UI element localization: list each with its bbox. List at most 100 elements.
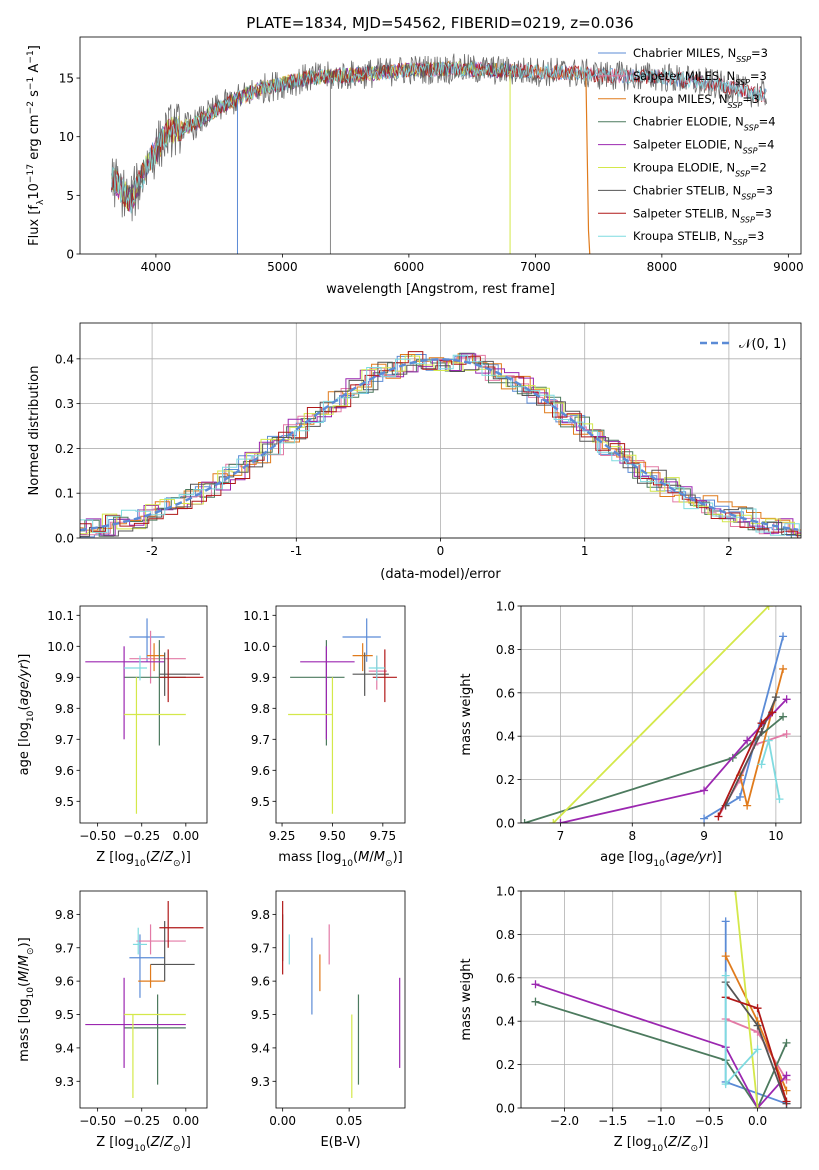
y-tick-label: 0.2 — [496, 1058, 515, 1072]
panel-mass-vs-Z: −0.50 −0.25 0.00 9.3 9.4 9.5 9.6 9.7 9.8 Z [log10… — [17, 890, 208, 1154]
y-tick-label: 0.6 — [496, 686, 515, 700]
weight-marker — [700, 786, 709, 795]
weight-marker — [721, 917, 730, 926]
weight-marker — [764, 736, 773, 745]
x-tick-label: -2 — [146, 544, 158, 558]
x-tick-label: 8000 — [647, 260, 678, 274]
axes-frame — [275, 605, 406, 824]
weight-marker — [757, 727, 766, 736]
weight-marker — [757, 719, 766, 728]
kroupa-miles-cutoff — [585, 78, 591, 254]
weight-marker — [700, 814, 709, 823]
x-tick-label: 10 — [768, 829, 783, 843]
plot-area — [288, 618, 397, 814]
histogram-step — [80, 355, 801, 535]
y-tick-label: 0.3 — [55, 397, 74, 411]
weight-marker — [549, 819, 558, 823]
panel-age-vs-Z: −0.50 −0.25 0.00 9.5 9.6 9.7 9.8 9.9 10.0 10.1 Z [… — [17, 605, 208, 869]
y-axis-label: mass [log10(M/M⊙)] — [17, 937, 36, 1061]
x-tick-label: −1.0 — [646, 1114, 675, 1128]
legend-label: Salpeter MILES, NSSP=3 — [633, 69, 767, 87]
weight-marker — [521, 819, 529, 823]
x-axis-label: (data-model)/error — [380, 567, 501, 582]
y-tick-label: 9.6 — [55, 975, 74, 989]
weight-marker — [753, 1004, 762, 1013]
x-tick-label: 0.05 — [336, 1114, 363, 1128]
x-tick-label: 9 — [700, 829, 708, 843]
y-tick-label: 9.9 — [251, 671, 270, 685]
x-tick-label: 9000 — [773, 260, 804, 274]
y-axis-label: mass weight — [459, 673, 474, 755]
x-tick-label: −0.5 — [695, 1114, 724, 1128]
y-tick-label: 9.8 — [55, 702, 74, 716]
y-tick-label: 0.4 — [496, 1015, 515, 1029]
weight-series-line — [760, 740, 781, 800]
x-tick-label: 0.00 — [172, 1114, 199, 1128]
x-axis-label: mass [log10(M/M⊙)] — [278, 850, 402, 869]
y-tick-label: 9.9 — [55, 671, 74, 685]
y-tick-label: 9.6 — [251, 975, 270, 989]
x-tick-label: 2 — [725, 544, 733, 558]
y-tick-label: 0.0 — [55, 532, 74, 546]
y-tick-label: 10.0 — [47, 640, 74, 654]
axes-frame — [79, 890, 208, 1109]
y-tick-label: 10 — [59, 130, 74, 144]
histogram-step — [80, 351, 801, 538]
y-tick-label: 10.1 — [47, 609, 74, 623]
weight-marker — [743, 736, 752, 745]
legend-label: Kroupa MILES, NSSP=3 — [633, 92, 759, 110]
x-tick-label: −0.50 — [79, 829, 116, 843]
panel-age-vs-mass: 9.25 9.50 9.75 9.5 9.6 9.7 9.8 9.9 10.0 10.1 mass … — [243, 605, 406, 869]
weight-marker — [764, 606, 773, 610]
y-axis-label: Normed distribution — [27, 366, 42, 496]
y-tick-label: 9.7 — [251, 733, 270, 747]
y-tick-label: 9.7 — [251, 941, 270, 955]
spectrum-series-line — [111, 61, 767, 214]
normal-reference-curve — [80, 358, 799, 532]
weight-marker — [782, 730, 791, 739]
y-axis-label: Flux [fλ10−17 erg cm−2 s−1 A−1] — [26, 45, 46, 246]
weight-marker — [771, 693, 780, 702]
x-tick-label: 8 — [628, 829, 636, 843]
weight-marker — [757, 760, 766, 769]
x-tick-label: -1 — [290, 544, 302, 558]
y-tick-label: 0.6 — [496, 971, 515, 985]
x-tick-label: 6000 — [394, 260, 425, 274]
y-tick-label: 9.3 — [55, 1075, 74, 1089]
plot-area — [85, 618, 204, 814]
y-tick-label: 9.7 — [55, 733, 74, 747]
weight-marker — [714, 812, 723, 821]
y-tick-label: 9.4 — [251, 1041, 270, 1055]
y-tick-label: 9.3 — [251, 1075, 270, 1089]
y-tick-label: 0.4 — [55, 352, 74, 366]
weight-marker — [782, 1097, 791, 1106]
x-tick-label: −0.25 — [123, 829, 160, 843]
histogram-step — [80, 360, 801, 537]
y-tick-label: 9.6 — [55, 764, 74, 778]
panel-mass-vs-ebv: 0.00 0.05 9.3 9.4 9.5 9.6 9.7 9.8 E(B-V) — [251, 890, 406, 1150]
panel-mass-weight-vs-age: 7 8 9 10 0.0 0.2 0.4 0.6 0.8 1.0 age [log10(age/yr… — [459, 600, 802, 869]
figure-title: PLATE=1834, MJD=54562, FIBERID=0219, z=0… — [246, 14, 633, 32]
weight-marker — [735, 792, 744, 801]
weight-marker — [753, 1104, 762, 1108]
y-tick-label: 0.0 — [496, 817, 515, 831]
x-axis-label: Z [log10(Z/Z⊙)] — [96, 1135, 191, 1154]
weight-marker — [721, 1080, 730, 1089]
x-tick-label: 9.75 — [369, 829, 396, 843]
x-tick-label: 0 — [437, 544, 445, 558]
x-tick-label: −1.5 — [598, 1114, 627, 1128]
weight-series-line — [552, 606, 770, 823]
plot-area — [85, 901, 204, 1098]
legend-label: Salpeter STELIB, NSSP=3 — [633, 206, 772, 224]
y-axis-label: mass weight — [459, 958, 474, 1040]
y-tick-label: 15 — [59, 72, 74, 86]
y-tick-label: 10.1 — [243, 609, 270, 623]
plot-area — [111, 53, 767, 254]
legend-label: 𝒩(0, 1) — [739, 337, 786, 352]
weight-series-line — [724, 921, 787, 1105]
x-tick-label: −2.0 — [550, 1114, 579, 1128]
panel-mass-weight-vs-Z: −2.0 −1.5 −1.0 −0.5 0.0 0.0 0.2 0.4 0.6 0.8 1.0 Z [… — [459, 885, 802, 1154]
y-tick-label: 0.0 — [496, 1102, 515, 1116]
y-tick-label: 10.0 — [243, 640, 270, 654]
legend-label: Salpeter ELODIE, NSSP=4 — [633, 138, 774, 156]
